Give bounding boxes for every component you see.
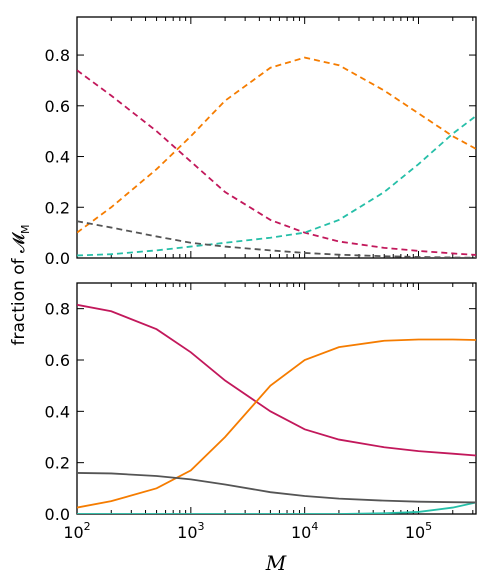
bottom-series-line-3 [77, 472, 476, 504]
bottom-ytick-label: 0.8 [45, 300, 70, 319]
bottom-series-line-0 [77, 303, 476, 457]
xtick-label: 102 [63, 520, 90, 542]
top-series-line-2 [77, 115, 476, 257]
top-series-line-1 [77, 56, 476, 234]
top-ytick-label: 0.4 [45, 148, 70, 167]
bottom-ytick-label: 0.4 [45, 402, 70, 421]
bottom-ytick-label: 0.2 [45, 454, 70, 473]
xtick-label: 105 [405, 520, 432, 542]
y-axis-label: fraction of 𝓜M [9, 224, 32, 345]
bottom-panel: 0.0 0.2 0.4 0.6 0.8 102 103 104 105 [45, 282, 477, 542]
bottom-series-line-1 [77, 338, 476, 509]
bottom-ytick-label: 0.0 [45, 505, 70, 524]
top-ytick-label: 0.2 [45, 198, 70, 217]
xtick-label: 104 [291, 520, 318, 542]
x-axis-label: M [265, 551, 287, 575]
top-panel: 0.0 0.2 0.4 0.6 0.8 [45, 16, 477, 268]
xtick-label: 103 [177, 520, 204, 542]
top-series-line-3 [77, 220, 476, 258]
bottom-axes-frame [76, 282, 477, 515]
top-series-line-0 [77, 69, 476, 256]
top-ytick-label: 0.6 [45, 97, 70, 116]
bottom-series-line-2 [77, 501, 476, 514]
top-axes-frame [76, 16, 477, 259]
top-ytick-label: 0.8 [45, 46, 70, 65]
bottom-ytick-label: 0.6 [45, 351, 70, 370]
top-ytick-label: 0.0 [45, 249, 70, 268]
